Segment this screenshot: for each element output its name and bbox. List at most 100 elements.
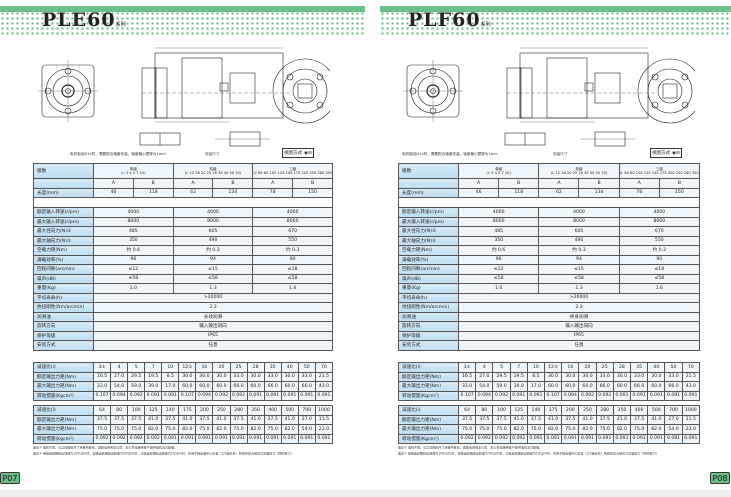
- ratio-cell: 0.092: [578, 390, 597, 401]
- ratio-cell: 60.0: [246, 381, 265, 392]
- spec-row: 抗扭刚性(Nm/arcmin) 2.3: [33, 302, 333, 313]
- spec-value: ≤15: [538, 264, 620, 275]
- spec-value: 8000: [172, 216, 254, 227]
- spec-row: 最大轴向力(N)② 350 490 550: [33, 235, 333, 246]
- stage-header-row: 级数 单级 (i: 3 4 5 7 10) 双级 (i: 12 16 20 25 28 …: [33, 163, 333, 179]
- ratio-row: 额定输出力矩(Nm) 16.5 27.0 29.5 19.5 8.5 30.0 30.0 30.…: [398, 371, 701, 382]
- ratio-cell: 0.094: [195, 390, 214, 401]
- spec-row: 最大输入转速(r/pm) 8000 8000 8000: [33, 216, 333, 227]
- ratio-cell: 37.5: [561, 414, 580, 425]
- ratio-row-label: 减速比(i): [33, 362, 94, 373]
- stage-label: 级数: [33, 163, 94, 179]
- ratio-cell: 25: [229, 362, 248, 373]
- spec-value: 约 0.3: [252, 245, 333, 256]
- spec-value: 90: [618, 254, 701, 265]
- ratio-cell: 20: [212, 362, 231, 373]
- length-cell: 78: [618, 187, 660, 198]
- stage-name: 三级: [289, 167, 297, 171]
- drawing-note: 电机轴径Ø14时，需要配合轴套安装，轴套最小壁厚为1mm: [402, 152, 498, 156]
- spec-value: 约 0.3: [538, 245, 620, 256]
- spec-row: 额定输入转速(r/pm) 4000 4000 4000: [398, 207, 701, 218]
- spec-label: 旋转方向: [398, 321, 459, 332]
- ratio-cell: 41.0: [647, 414, 666, 425]
- spec-label: 空载力矩(Nm): [33, 245, 94, 256]
- ratio-cell: 0.091: [246, 433, 265, 444]
- ratio-cell: 35: [630, 362, 649, 373]
- ratio-row: 最大输出力矩(Nm) 75.0 75.0 75.0 82.0 75.0 82.0 75.0 82…: [33, 424, 334, 435]
- projection-symbol-icon: ◉⊟: [304, 150, 312, 156]
- spec-label: 噪声(dB): [398, 273, 459, 284]
- spec-label: 重量(Kg): [33, 283, 94, 294]
- ratio-cell: 0.091: [212, 433, 231, 444]
- ratio-cell: 25: [595, 362, 614, 373]
- ratio-cell: 20: [578, 362, 597, 373]
- ratio-cell: 43.0: [314, 381, 334, 392]
- ratio-cell: 700: [664, 405, 683, 416]
- variant-cell: B: [212, 178, 254, 189]
- ratio-cell: 41.0: [544, 414, 563, 425]
- spec-value: 4000: [172, 207, 254, 218]
- front-view-drawing: [403, 60, 463, 122]
- ratio-row-label: 转动惯量(Kgcm²): [398, 433, 459, 444]
- ratio-cell: 30.0: [246, 371, 265, 382]
- ratio-cell: 70: [681, 362, 701, 373]
- ratio-row: 最大输出力矩(Nm) 33.0 54.0 59.0 39.0 17.0 60.0 60.0 60…: [398, 381, 701, 392]
- ratio-cell: 0.107: [92, 390, 112, 401]
- ratio-cell: 33.0: [595, 371, 614, 382]
- spec-value: 约 0.6: [93, 245, 174, 256]
- ratio-row: 额定输出力矩(Nm) 37.5 37.5 37.5 41.0 37.5 41.0 37.5 41…: [398, 414, 701, 425]
- spec-value: 490: [538, 235, 620, 246]
- ratio-row: 减速比(i) 64 80 100 125 140 175 200 250 280 350 400 500…: [398, 405, 701, 416]
- stage-ratios: (i: 3 4 5 7 10): [121, 171, 146, 175]
- ratio-cell: 0.091: [647, 433, 666, 444]
- ratio-cell: 500: [647, 405, 666, 416]
- ratio-row-label: 减速比(i): [398, 405, 459, 416]
- ratio-cell: 60.0: [280, 381, 299, 392]
- spec-value: 输入输出同向: [93, 321, 333, 332]
- spec-label: 安装方式: [33, 340, 94, 351]
- ratio-cell: 0.091: [681, 433, 701, 444]
- ratio-cell: 0.091: [178, 433, 197, 444]
- spec-value: 1.0: [457, 283, 540, 294]
- spec-row: 润滑油 终身润滑: [398, 311, 700, 322]
- spec-label: 保护等级: [398, 330, 459, 341]
- stage-ratios: (i: 12 16 20 25 28 35 40 50 70): [184, 171, 242, 175]
- spec-row: 旋转方向 输入输出同向: [33, 321, 333, 332]
- variant-cell: A: [93, 178, 134, 189]
- stage-header: 三级 (i: 64 80 100 125 140 175 200 250 280 …: [252, 163, 333, 179]
- ratio-cell: 75.0: [110, 424, 129, 435]
- ratio-cell: 250: [212, 405, 231, 416]
- spec-row: 平均寿命(h) >20000: [398, 292, 700, 303]
- length-cell: 62: [538, 187, 580, 198]
- ratio-cell: 0.091: [263, 433, 282, 444]
- ratio-cell: 29.5: [127, 371, 146, 382]
- ratio-cell: 0.091: [681, 390, 701, 401]
- ratio-row-label: 额定输出力矩(Nm): [33, 371, 94, 382]
- spacer: [33, 197, 333, 208]
- spec-row: 重量(Kg) 1.0 1.3 1.6: [398, 283, 701, 294]
- spec-value: 约 0.3: [618, 245, 701, 256]
- ratio-cell: 82.0: [212, 424, 231, 435]
- spec-label: 满载效率(%): [398, 254, 459, 265]
- catalog-page-ple60: PLE60系列 电机轴径Ø14时，需要配合轴套安装，轴套最小壁厚为1mm 安装尺寸…: [0, 0, 365, 497]
- ratio-cell: 60.0: [178, 381, 197, 392]
- rear-view-drawing: [272, 58, 338, 124]
- spec-label: 平均寿命(h): [33, 292, 94, 303]
- variant-cell: A: [618, 178, 660, 189]
- spec-label: 旋转方向: [33, 321, 94, 332]
- spec-row: 最大径向力(N)② 485 605 670: [33, 226, 333, 237]
- spec-value: 4000: [93, 207, 174, 218]
- ratio-cell: 39.0: [509, 381, 528, 392]
- ratio-row-label: 额定输出力矩(Nm): [398, 371, 459, 382]
- spec-label: 重量(Kg): [398, 283, 459, 294]
- ratio-cell: 82.0: [246, 424, 265, 435]
- spec-value: 96: [93, 254, 174, 265]
- ratio-cell: 75.0: [457, 424, 477, 435]
- drawing-caption: 安装尺寸: [553, 152, 568, 156]
- bottom-bar: [0, 490, 731, 497]
- ratio-row-label: 最大输出力矩(Nm): [398, 381, 459, 392]
- ratio-cell: 0.107: [544, 390, 563, 401]
- ratio-cell: 60.0: [195, 381, 214, 392]
